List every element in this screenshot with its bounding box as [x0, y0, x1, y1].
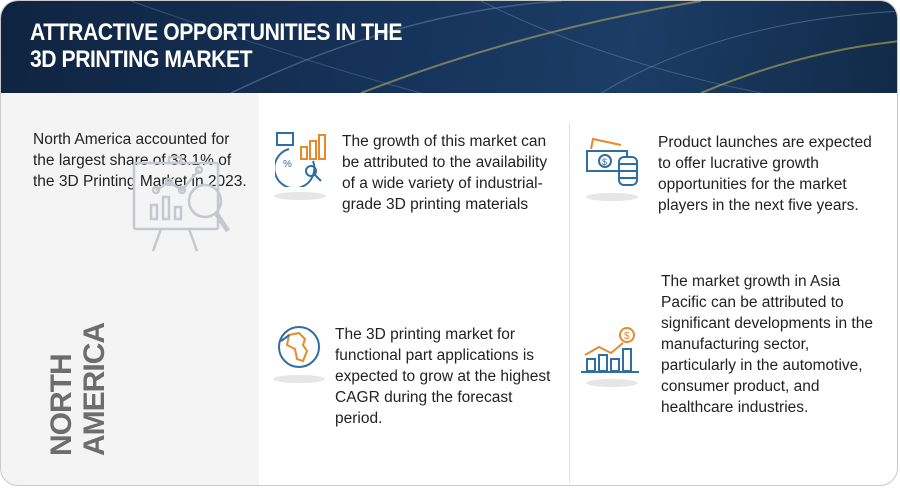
region-label: NORTH AMERICA	[45, 323, 111, 456]
column-divider	[569, 123, 570, 483]
icon-shadow	[274, 192, 326, 200]
money-coins-icon: $	[586, 137, 638, 186]
region-line-2: AMERICA	[78, 323, 111, 456]
insight-product-launches: Product launches are expected to offer l…	[658, 134, 872, 214]
icon-shadow	[586, 379, 638, 387]
growth-chart-dollar-icon: $	[581, 327, 639, 373]
page-title: ATTRACTIVE OPPORTUNITIES IN THE 3D PRINT…	[30, 19, 402, 73]
presentation-chart-magnifier-icon	[132, 155, 231, 252]
title-line-2: 3D PRINTING MARKET	[30, 46, 253, 73]
svg-text:$: $	[602, 157, 607, 167]
header-banner: ATTRACTIVE OPPORTUNITIES IN THE 3D PRINT…	[1, 1, 897, 93]
analytics-percent-magnifier-icon: %	[275, 132, 326, 187]
svg-text:$: $	[624, 331, 630, 342]
insight-materials: The growth of this market can be attribu…	[342, 133, 548, 213]
icon-shadow	[273, 375, 325, 383]
insight-asia-pacific: The market growth in Asia Pacific can be…	[661, 273, 873, 416]
globe-icon	[278, 326, 320, 368]
insight-functional-parts: The 3D printing market for functional pa…	[335, 326, 551, 427]
north-america-panel: North America accounted for the largest …	[1, 93, 259, 485]
region-line-1: NORTH	[45, 354, 78, 456]
title-line-1: ATTRACTIVE OPPORTUNITIES IN THE	[30, 19, 403, 46]
svg-text:%: %	[283, 159, 292, 170]
icon-shadow	[586, 193, 638, 201]
light-streaks-decoration	[130, 1, 897, 93]
